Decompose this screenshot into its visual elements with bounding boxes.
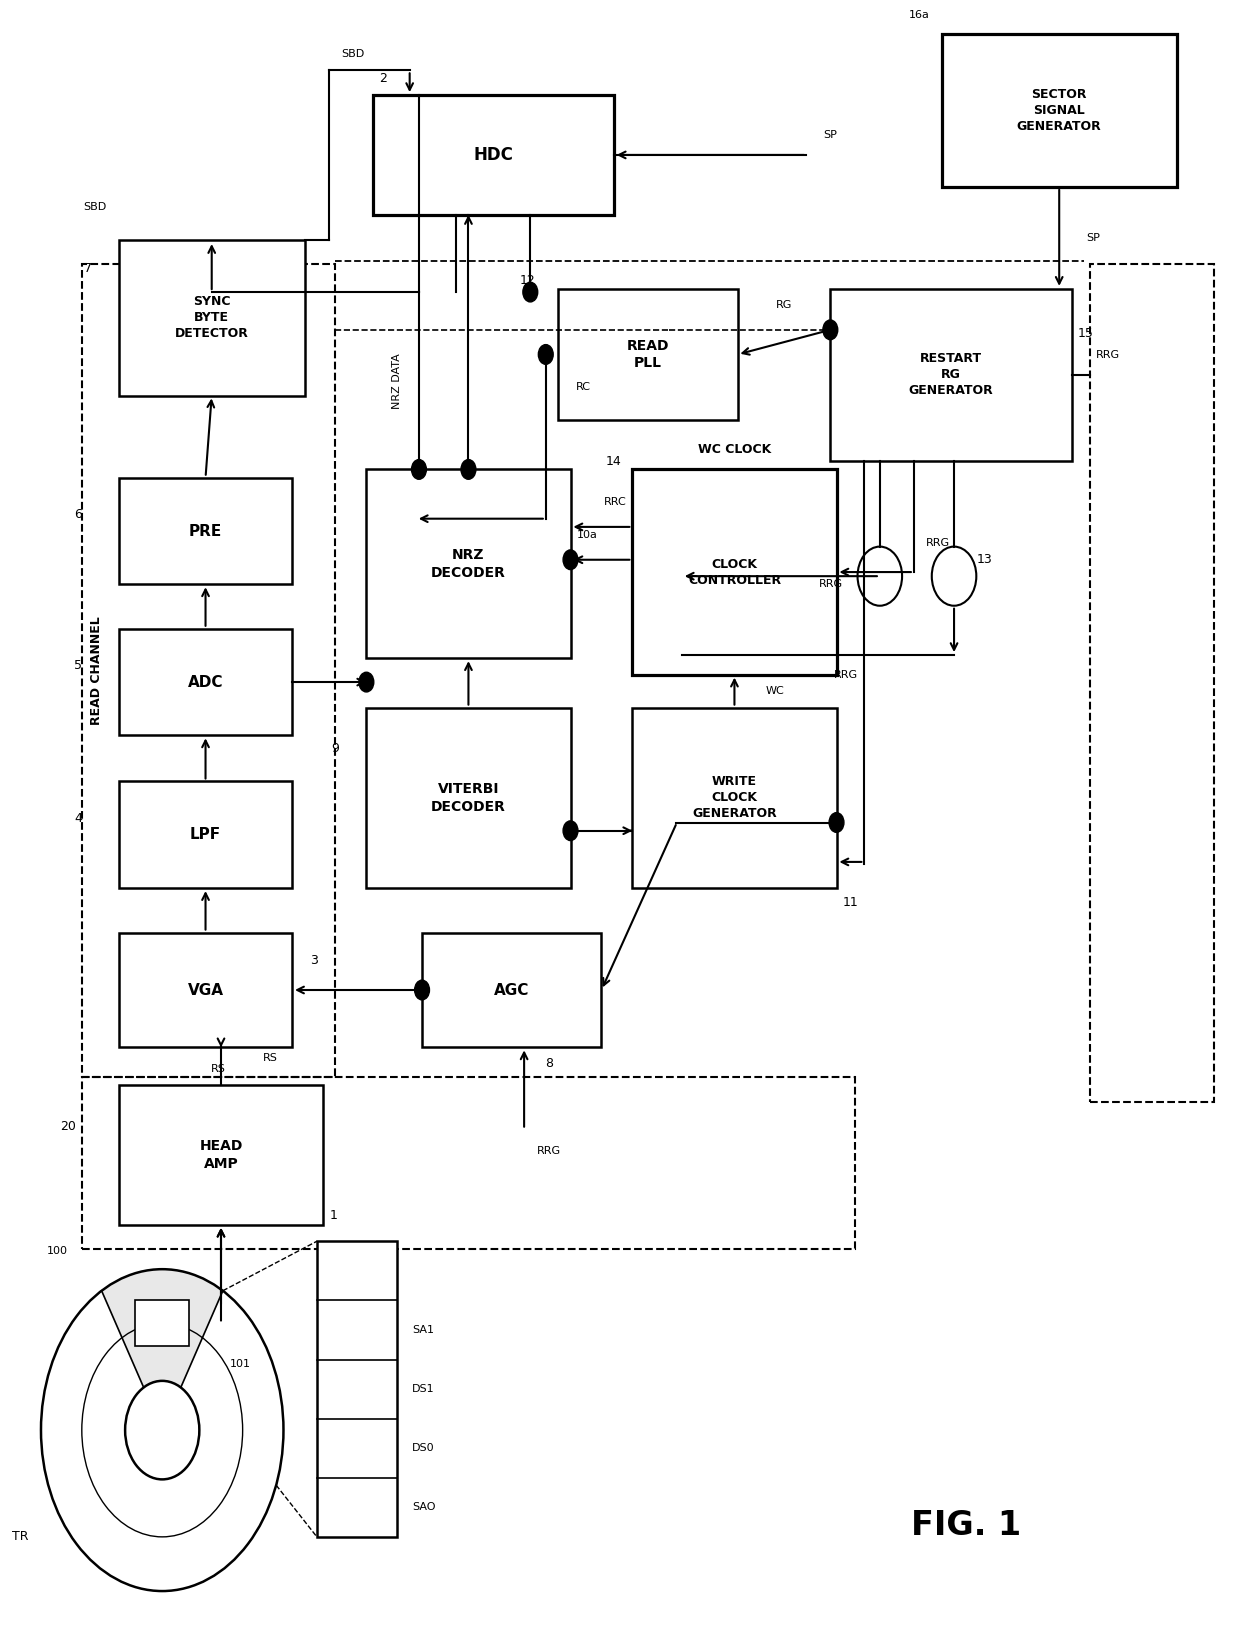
Text: RRG: RRG (926, 538, 950, 548)
Text: VGA: VGA (187, 982, 223, 997)
Text: 101: 101 (231, 1359, 252, 1369)
Text: 20: 20 (60, 1120, 76, 1133)
Text: RESTART
RG
GENERATOR: RESTART RG GENERATOR (909, 352, 993, 398)
Text: 100: 100 (47, 1245, 68, 1257)
Text: READ
PLL: READ PLL (626, 339, 670, 370)
Text: TR: TR (12, 1530, 29, 1543)
FancyBboxPatch shape (119, 477, 293, 584)
FancyBboxPatch shape (119, 781, 293, 888)
FancyBboxPatch shape (135, 1301, 190, 1346)
Text: WC CLOCK: WC CLOCK (698, 443, 771, 456)
Text: RG: RG (776, 299, 792, 311)
Text: 14: 14 (606, 454, 621, 467)
Text: NRZ
DECODER: NRZ DECODER (432, 548, 506, 579)
FancyBboxPatch shape (831, 290, 1071, 461)
Text: NRZ DATA: NRZ DATA (392, 354, 402, 408)
Circle shape (823, 321, 838, 339)
FancyBboxPatch shape (558, 290, 738, 419)
Text: 3: 3 (310, 954, 319, 967)
Circle shape (830, 813, 844, 832)
Text: 12: 12 (520, 275, 536, 288)
Text: VITERBI
DECODER: VITERBI DECODER (432, 783, 506, 814)
FancyBboxPatch shape (372, 95, 614, 215)
FancyBboxPatch shape (632, 469, 837, 674)
Text: SP: SP (1086, 234, 1100, 243)
Text: RRG: RRG (537, 1147, 560, 1156)
Text: 6: 6 (74, 508, 82, 521)
Text: RS: RS (263, 1053, 278, 1063)
Text: HDC: HDC (474, 146, 513, 165)
FancyBboxPatch shape (317, 1477, 397, 1536)
Circle shape (461, 459, 476, 479)
Text: WC: WC (765, 686, 784, 696)
Text: RRG: RRG (1096, 350, 1121, 360)
Text: SAO: SAO (412, 1502, 435, 1512)
FancyBboxPatch shape (422, 933, 601, 1048)
Text: 7: 7 (84, 262, 92, 275)
Circle shape (358, 673, 373, 693)
Text: 11: 11 (843, 897, 858, 910)
Text: 2: 2 (378, 72, 387, 86)
Text: RRG: RRG (835, 670, 858, 679)
FancyBboxPatch shape (317, 1242, 397, 1536)
Text: READ CHANNEL: READ CHANNEL (91, 617, 103, 725)
Text: RRG: RRG (818, 579, 843, 589)
Text: FIG. 1: FIG. 1 (911, 1508, 1022, 1541)
Text: RRC: RRC (604, 497, 626, 507)
FancyBboxPatch shape (317, 1242, 397, 1301)
Text: SP: SP (823, 130, 837, 140)
FancyBboxPatch shape (941, 35, 1177, 188)
FancyBboxPatch shape (632, 707, 837, 888)
Text: RS: RS (211, 1064, 226, 1074)
Text: HEAD
AMP: HEAD AMP (200, 1140, 243, 1171)
Text: AGC: AGC (494, 982, 529, 997)
Text: SBD: SBD (342, 49, 365, 59)
FancyBboxPatch shape (366, 707, 570, 888)
Circle shape (414, 980, 429, 1000)
Text: SA1: SA1 (412, 1324, 434, 1336)
Text: PRE: PRE (188, 523, 222, 538)
Circle shape (563, 549, 578, 569)
Text: LPF: LPF (190, 827, 221, 842)
Circle shape (538, 344, 553, 364)
Text: RC: RC (575, 382, 590, 392)
Circle shape (563, 821, 578, 841)
Polygon shape (102, 1270, 223, 1387)
Text: ADC: ADC (187, 674, 223, 689)
Text: SBD: SBD (83, 202, 107, 212)
Text: DS0: DS0 (412, 1443, 435, 1453)
Text: 16a: 16a (909, 10, 929, 20)
Text: 9: 9 (331, 742, 340, 755)
FancyBboxPatch shape (119, 1086, 324, 1226)
Text: 4: 4 (74, 813, 82, 824)
Text: DS1: DS1 (412, 1383, 435, 1393)
Text: 8: 8 (544, 1058, 553, 1071)
Circle shape (523, 283, 538, 303)
Text: WRITE
CLOCK
GENERATOR: WRITE CLOCK GENERATOR (692, 775, 776, 821)
Text: 10a: 10a (577, 530, 598, 540)
Text: CLOCK
CONTROLLER: CLOCK CONTROLLER (688, 558, 781, 587)
Text: SECTOR
SIGNAL
GENERATOR: SECTOR SIGNAL GENERATOR (1017, 89, 1101, 133)
FancyBboxPatch shape (366, 469, 570, 658)
Text: SYNC
BYTE
DETECTOR: SYNC BYTE DETECTOR (175, 294, 249, 341)
Text: 1: 1 (330, 1209, 337, 1222)
FancyBboxPatch shape (119, 240, 305, 395)
FancyBboxPatch shape (119, 933, 293, 1048)
FancyBboxPatch shape (119, 628, 293, 735)
Text: 15: 15 (1078, 327, 1094, 341)
Text: 13: 13 (977, 553, 993, 566)
Text: 5: 5 (74, 660, 82, 673)
Circle shape (412, 459, 427, 479)
